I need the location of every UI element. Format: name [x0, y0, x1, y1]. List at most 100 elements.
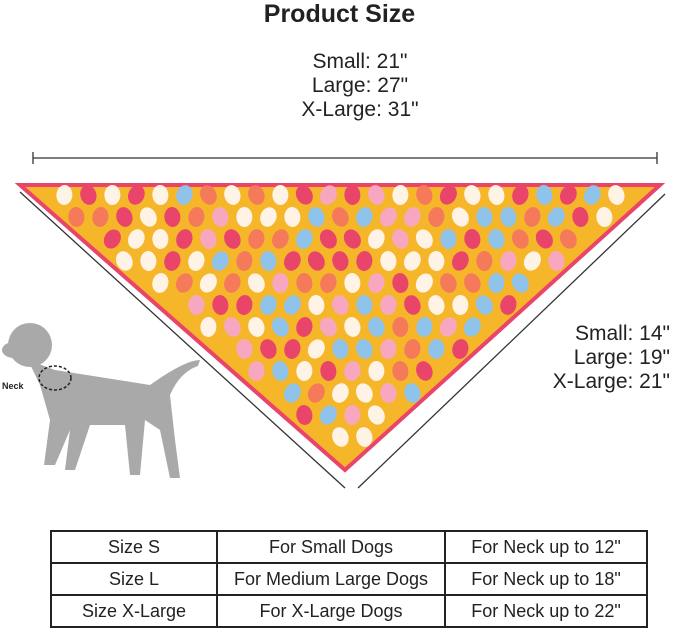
egg: [368, 317, 385, 337]
egg: [344, 273, 361, 293]
egg: [248, 361, 265, 381]
egg: [332, 251, 349, 271]
cell: For Neck up to 18": [444, 562, 648, 596]
egg: [296, 273, 313, 293]
egg: [236, 339, 253, 359]
egg: [428, 295, 445, 315]
egg: [164, 251, 181, 271]
egg: [332, 207, 349, 227]
egg: [140, 251, 157, 271]
egg: [308, 295, 325, 315]
egg: [272, 361, 289, 381]
egg: [355, 383, 373, 403]
egg: [320, 273, 337, 293]
egg: [476, 207, 493, 227]
egg: [128, 229, 145, 249]
neck-label: Neck: [2, 381, 24, 391]
egg: [368, 361, 385, 381]
egg: [392, 317, 409, 337]
egg: [344, 317, 361, 337]
table-row: Size S For Small Dogs For Neck up to 12": [50, 530, 648, 564]
egg: [176, 229, 193, 249]
side-xlarge: X-Large: 21": [552, 370, 670, 393]
egg: [211, 251, 229, 271]
egg: [404, 207, 421, 227]
egg: [368, 229, 385, 249]
egg: [344, 185, 361, 205]
egg: [380, 251, 397, 271]
egg: [320, 361, 337, 381]
egg: [272, 185, 289, 205]
egg: [392, 273, 409, 293]
egg: [476, 251, 493, 271]
egg: [403, 251, 421, 271]
egg: [283, 383, 301, 403]
egg: [512, 185, 529, 205]
egg: [260, 251, 277, 271]
egg: [103, 229, 121, 249]
egg: [152, 185, 169, 205]
egg: [547, 207, 565, 227]
egg: [260, 207, 277, 227]
dimension-lines: [19, 152, 666, 489]
egg: [319, 405, 337, 425]
egg: [152, 229, 169, 249]
egg: [356, 207, 373, 227]
egg: [176, 185, 193, 205]
egg: [428, 339, 445, 359]
egg: [452, 295, 469, 315]
egg: [200, 229, 217, 249]
egg: [464, 273, 481, 293]
egg: [319, 229, 337, 249]
neck-marker: [38, 365, 72, 391]
egg: [212, 295, 229, 315]
egg: [463, 317, 481, 337]
egg: [236, 207, 253, 227]
egg: [128, 185, 145, 205]
egg: [332, 295, 349, 315]
egg: [296, 229, 313, 249]
egg: [404, 383, 421, 403]
cell: For Medium Large Dogs: [216, 562, 446, 596]
length-small: Small: 21": [312, 50, 408, 73]
egg: [452, 251, 469, 271]
egg: [452, 339, 469, 359]
egg: [380, 295, 397, 315]
egg: [199, 273, 217, 293]
egg: [164, 207, 181, 227]
cell: For Neck up to 12": [444, 530, 648, 564]
cell: For Neck up to 22": [444, 594, 648, 628]
egg: [451, 207, 469, 227]
egg: [344, 405, 361, 425]
egg: [475, 295, 493, 315]
length-large: Large: 27": [311, 74, 409, 97]
egg: [307, 339, 325, 359]
egg: [344, 361, 361, 381]
egg: [500, 251, 517, 271]
egg: [488, 229, 505, 249]
egg: [488, 185, 505, 205]
egg: [416, 317, 433, 337]
cell: Size X-Large: [50, 594, 218, 628]
egg: [428, 207, 445, 227]
egg: [392, 229, 409, 249]
egg: [439, 317, 457, 337]
egg: [332, 427, 349, 447]
egg: [356, 251, 373, 271]
egg: [319, 185, 337, 205]
egg: [224, 185, 241, 205]
egg: [308, 207, 325, 227]
egg: [139, 207, 157, 227]
egg: [379, 207, 397, 227]
egg: [512, 229, 529, 249]
egg: [415, 229, 433, 249]
egg: [523, 251, 541, 271]
egg: [260, 339, 277, 359]
egg: [116, 207, 133, 227]
egg: [236, 295, 253, 315]
egg: [284, 207, 301, 227]
egg: [296, 361, 313, 381]
side-small: Small: 14": [575, 322, 670, 345]
length-xlarge: X-Large: 31": [301, 98, 419, 121]
